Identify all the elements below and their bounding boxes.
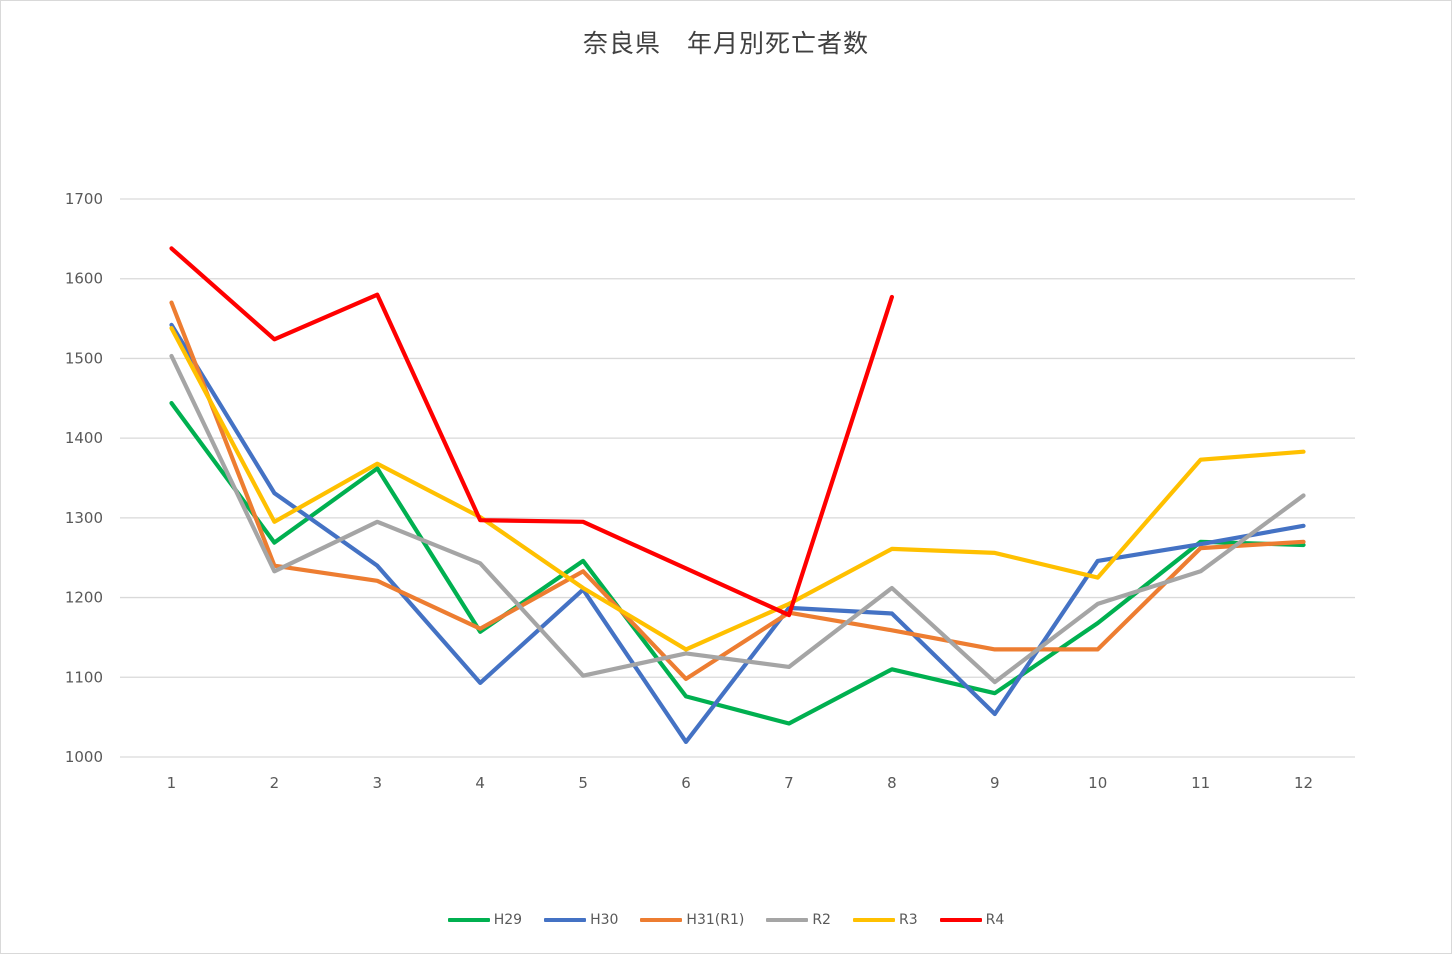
y-tick-label: 1300 xyxy=(65,509,103,527)
x-tick-label: 10 xyxy=(1088,774,1107,792)
legend-swatch xyxy=(640,918,683,922)
legend-item: H30 xyxy=(544,912,618,928)
x-tick-label: 12 xyxy=(1294,774,1313,792)
y-tick-label: 1700 xyxy=(65,190,103,208)
x-tick-label: 5 xyxy=(578,774,588,792)
legend-swatch xyxy=(447,918,490,922)
x-tick-label: 8 xyxy=(887,774,897,792)
y-tick-label: 1400 xyxy=(65,429,103,447)
x-tick-label: 7 xyxy=(784,774,794,792)
legend-label: H29 xyxy=(493,912,523,928)
legend-swatch xyxy=(939,918,982,922)
y-tick-label: 1200 xyxy=(65,589,103,607)
x-tick-label: 3 xyxy=(373,774,383,792)
legend-label: R4 xyxy=(985,912,1005,928)
y-tick-label: 1600 xyxy=(65,270,103,288)
legend-label: H30 xyxy=(590,912,619,928)
legend-item: R4 xyxy=(939,912,1005,928)
x-tick-label: 9 xyxy=(990,774,1000,792)
x-tick-label: 2 xyxy=(270,774,280,792)
chart-title: 奈良県 年月別死亡者数 xyxy=(582,29,869,58)
y-tick-label: 1100 xyxy=(65,668,103,686)
series-line-h29 xyxy=(169,401,1306,726)
legend-swatch xyxy=(544,918,587,922)
x-tick-label: 1 xyxy=(167,774,177,792)
legend-label: H31(R1) xyxy=(686,912,745,928)
series-line-r4 xyxy=(169,246,895,618)
y-tick-label: 1500 xyxy=(65,349,103,367)
legend: H29 H30 H31(R1) R2 R3 R4 xyxy=(0,912,1452,928)
series-line-r3 xyxy=(169,326,1306,652)
legend-swatch xyxy=(766,918,809,922)
legend-item: H29 xyxy=(447,912,523,928)
legend-label: R3 xyxy=(898,912,918,928)
legend-swatch xyxy=(852,918,895,922)
legend-item: R2 xyxy=(766,912,831,928)
legend-label: R2 xyxy=(812,912,831,928)
x-tick-label: 4 xyxy=(475,774,485,792)
series-line-r2 xyxy=(169,353,1306,685)
series-line-h31-r1 xyxy=(169,300,1306,682)
legend-item: R3 xyxy=(852,912,918,928)
x-tick-label: 11 xyxy=(1191,774,1210,792)
y-tick-label: 1000 xyxy=(65,748,103,766)
x-tick-label: 6 xyxy=(681,774,691,792)
legend-item: H31(R1) xyxy=(640,912,744,928)
